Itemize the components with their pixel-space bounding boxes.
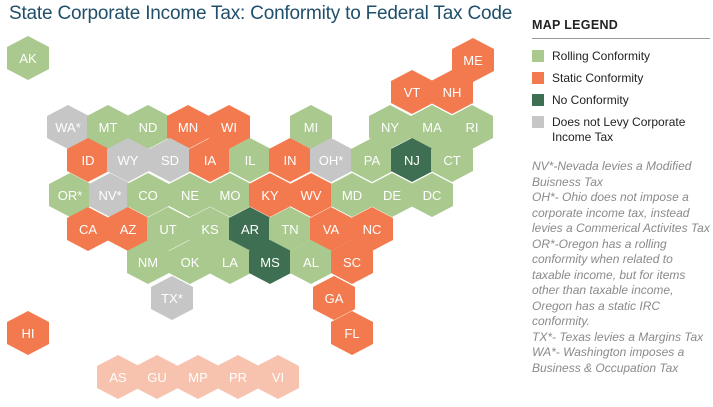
hex-sc[interactable]: SC: [331, 240, 373, 284]
note-washington: WA*- Washington imposes a Business & Occ…: [532, 345, 685, 375]
legend-items: Rolling Conformity Static Conformity No …: [532, 49, 710, 145]
note-oregon: OR*-Oregon has a rolling conformity when…: [532, 236, 686, 329]
hex-mn[interactable]: MN: [167, 105, 209, 149]
hex-dc[interactable]: DC: [411, 173, 453, 217]
hex-gu[interactable]: GU: [136, 355, 178, 399]
legend-label-rolling: Rolling Conformity: [552, 49, 651, 63]
hex-fl[interactable]: FL: [331, 311, 373, 355]
note-nevada: NV*-Nevada levies a Modified Buisness Ta…: [532, 159, 692, 189]
hex-ga[interactable]: GA: [313, 276, 355, 320]
page-title: State Corporate Income Tax: Conformity t…: [9, 3, 513, 24]
note-texas: TX*- Texas levies a Margins Tax: [532, 329, 704, 344]
hex-mp[interactable]: MP: [177, 355, 219, 399]
hex-tx[interactable]: TX*: [151, 276, 193, 320]
legend-swatch-static: [532, 72, 544, 84]
hex-nh[interactable]: NH: [431, 70, 473, 114]
hex-vt[interactable]: VT: [391, 70, 433, 114]
legend-item-nolevy: Does not Levy Corporate Income Tax: [532, 115, 710, 145]
hex-map: AK ME VT NH WA* MT ND MN WI MI NY MA RI ID WY SD IA IL IN O…: [7, 36, 494, 399]
hex-pr[interactable]: PR: [217, 355, 259, 399]
legend-title: MAP LEGEND: [532, 18, 710, 39]
legend-item-static: Static Conformity: [532, 71, 710, 86]
legend-item-rolling: Rolling Conformity: [532, 49, 710, 64]
hex-ak[interactable]: AK: [7, 36, 49, 80]
legend-notes: NV*-Nevada levies a Modified Buisness Ta…: [532, 159, 710, 376]
legend-label-static: Static Conformity: [552, 71, 644, 85]
hex-as[interactable]: AS: [97, 355, 139, 399]
legend-label-none: No Conformity: [552, 93, 629, 107]
legend-item-none: No Conformity: [532, 93, 710, 108]
hex-hi[interactable]: HI: [7, 311, 49, 355]
legend-swatch-none: [532, 94, 544, 106]
legend-label-nolevy: Does not Levy Corporate Income Tax: [552, 115, 686, 144]
map-legend: MAP LEGEND Rolling Conformity Static Con…: [532, 14, 710, 376]
legend-swatch-rolling: [532, 50, 544, 62]
legend-swatch-nolevy: [532, 116, 544, 128]
note-ohio: OH*- Ohio does not impose a corporate in…: [532, 190, 710, 235]
hex-vi[interactable]: VI: [257, 355, 299, 399]
